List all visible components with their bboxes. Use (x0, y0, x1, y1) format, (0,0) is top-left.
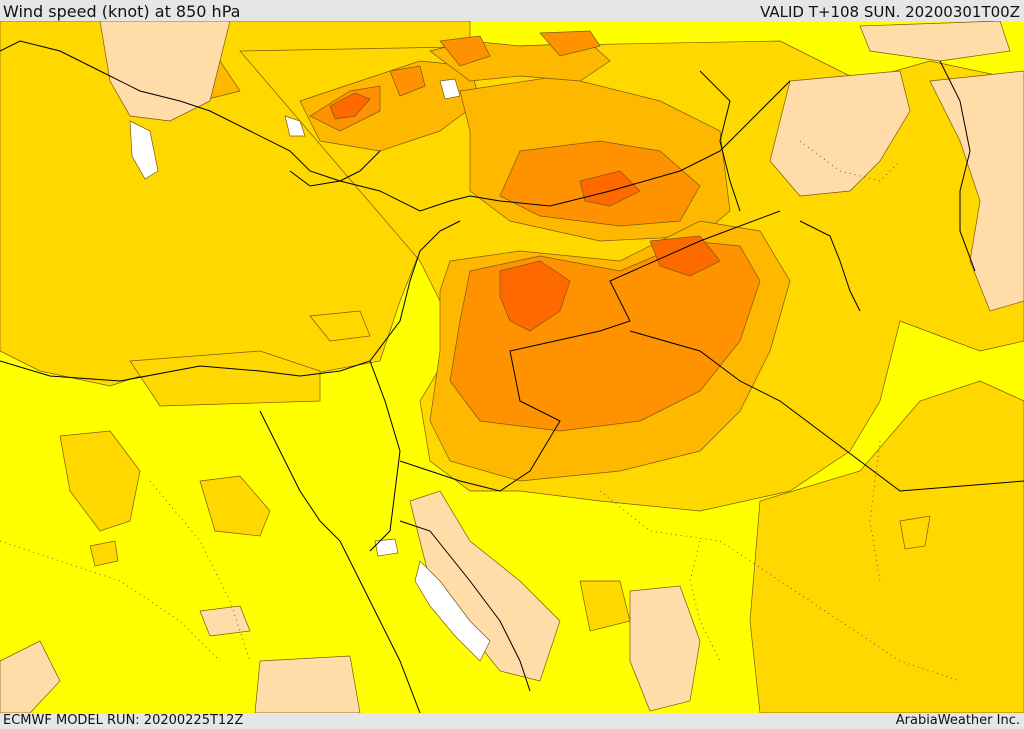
wind-speed-map[interactable] (0, 21, 1024, 713)
header-bar: Wind speed (knot) at 850 hPa VALID T+108… (0, 0, 1024, 21)
footer-bar: ECMWF MODEL RUN: 20200225T12Z ArabiaWeat… (0, 713, 1024, 729)
calm-wind-areas (0, 21, 1024, 713)
credit-label: ArabiaWeather Inc. (895, 713, 1020, 728)
valid-time-label: VALID T+108 SUN. 20200301T00Z (760, 3, 1020, 21)
country-borders (0, 40, 1024, 713)
white-patches (129, 78, 491, 662)
very-strong-wind-cores (329, 92, 721, 332)
map-title: Wind speed (knot) at 850 hPa (3, 2, 241, 21)
dotted-boundaries (0, 140, 961, 682)
model-run-label: ECMWF MODEL RUN: 20200225T12Z (3, 713, 244, 728)
